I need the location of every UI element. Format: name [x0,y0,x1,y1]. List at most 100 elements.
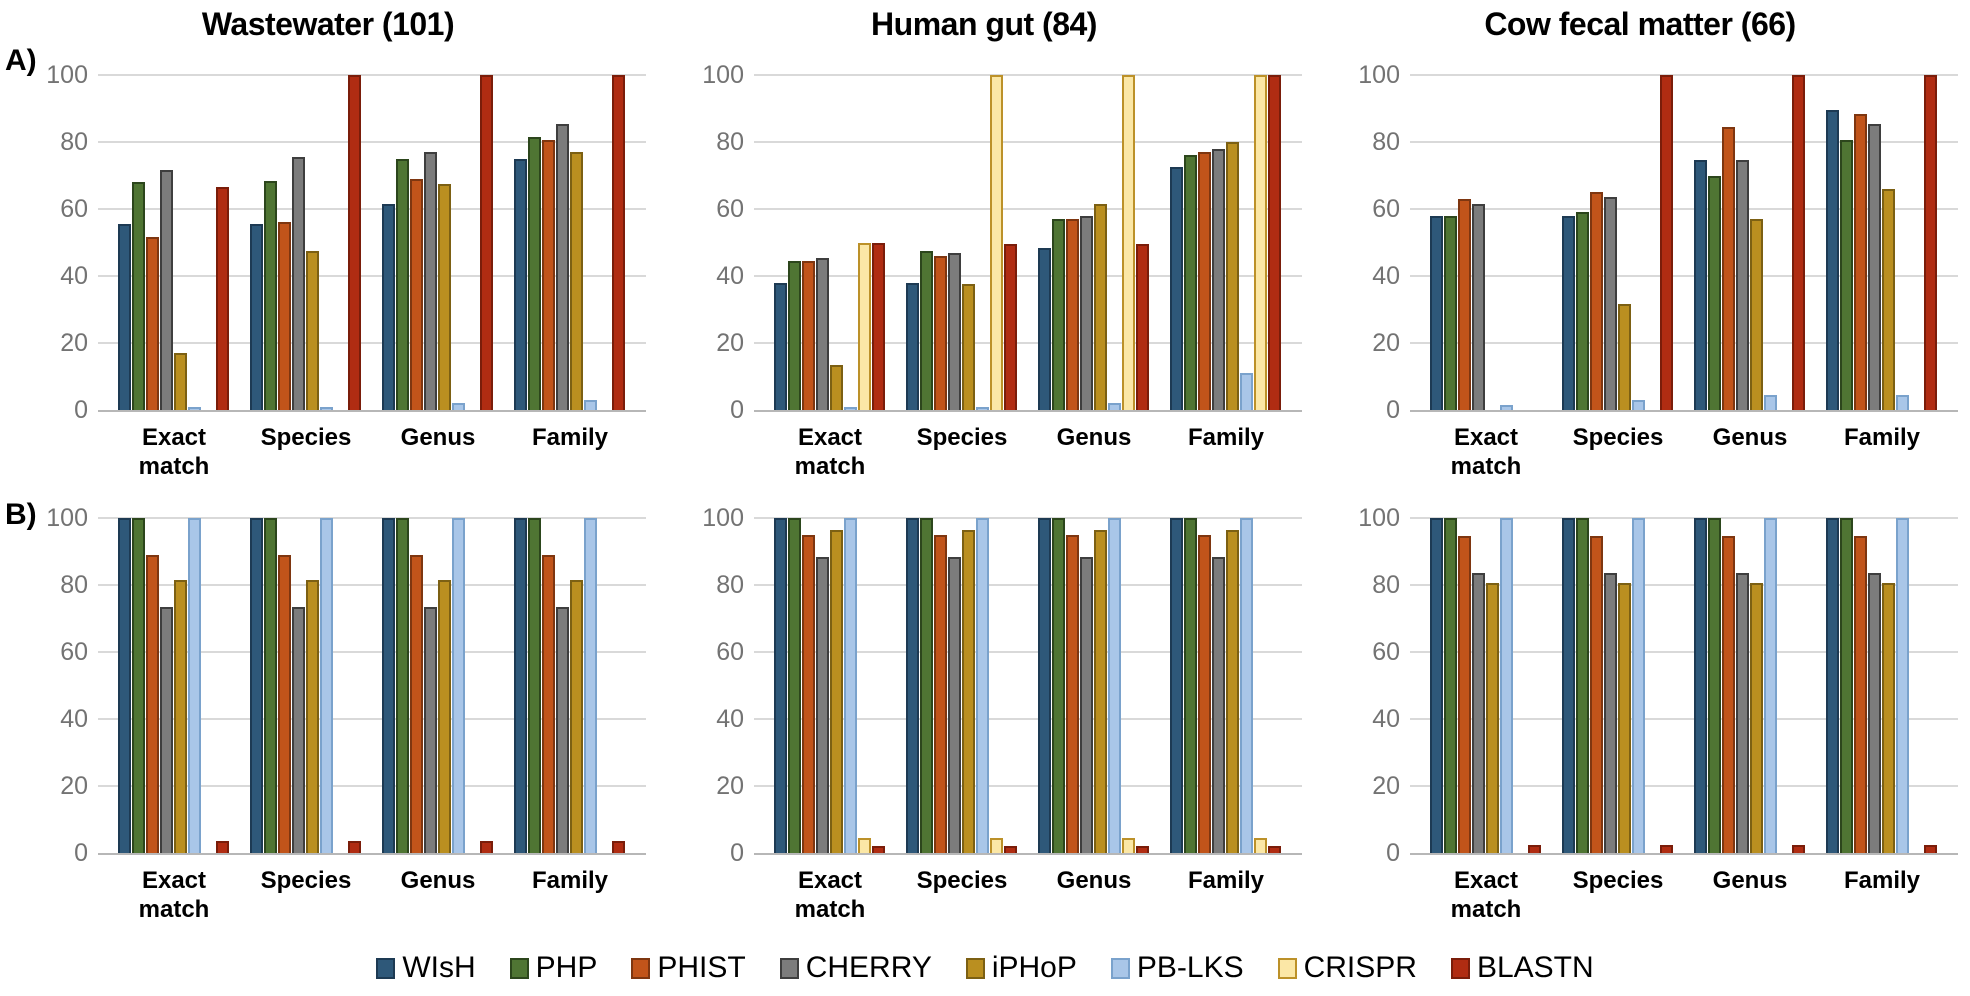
bar-wish [1562,215,1575,410]
bar-wish [382,203,395,410]
bar-blastn [1268,846,1281,853]
bar-iphop [174,579,187,853]
bar-blastn [348,75,361,410]
bar-wish [514,158,527,410]
bar-wish [1038,518,1051,853]
bar-pb-lks [188,406,201,410]
gridline-100 [754,74,1302,76]
bar-blastn [480,75,493,410]
bar-php [920,250,933,410]
bar-blastn [1004,244,1017,410]
bar-wish [906,518,919,853]
bar-phist [934,534,947,853]
x-axis-labels: Exact match Species Genus Family [754,867,1302,925]
bar-php [396,518,409,853]
group-species [906,75,1018,410]
gridline-80 [1410,584,1958,586]
group-exact-match [1430,518,1542,853]
bar-phist [1854,536,1867,853]
plot-area [1410,517,1958,855]
bar-wish [774,282,787,410]
bar-groups [1410,518,1958,853]
bar-cherry [556,606,569,853]
gridline-20 [98,342,646,344]
bar-phist [1458,198,1471,410]
group-exact-match [118,75,230,410]
bar-pb-lks [1108,518,1121,853]
bar-pb-lks [320,406,333,410]
group-species [1562,518,1674,853]
gridline-20 [1410,342,1958,344]
bar-phist [934,255,947,410]
gridline-20 [98,785,646,787]
gridline-20 [754,785,1302,787]
y-tick-20: 20 [716,329,744,357]
bar-phist [410,554,423,853]
bar-php [1708,518,1721,853]
bar-groups [1410,75,1958,410]
bar-iphop [306,250,319,410]
legend-item-pb-lks: PB-LKS [1110,951,1244,985]
bar-phist [1590,536,1603,853]
x-label-genus: Genus [1712,424,1788,451]
gridline-40 [1410,718,1958,720]
bar-php [920,518,933,853]
y-tick-80: 80 [60,571,88,599]
bar-cherry [816,556,829,853]
bar-cherry [160,170,173,410]
bar-php [1576,212,1589,410]
bar-cherry [424,152,437,410]
bar-blastn [1136,846,1149,853]
chart-title-human-gut: Human gut (84) [871,6,1097,42]
bar-crispr [858,837,871,853]
group-genus [1694,518,1806,853]
bar-wish [250,518,263,853]
bar-blastn [1268,75,1281,410]
group-species [906,518,1018,853]
y-tick-40: 40 [60,262,88,290]
bar-iphop [570,152,583,410]
bar-phist [1590,192,1603,410]
y-tick-20: 20 [1372,772,1400,800]
bar-php [264,180,277,410]
group-species [250,518,362,853]
bar-iphop [306,579,319,853]
bar-crispr [1254,75,1267,410]
chart-panel-human-gut-b: 0 20 40 60 80 100 Exact match Species Genus Famil… [656,490,1312,938]
x-label-species: Species [260,867,352,894]
bar-blastn [1924,844,1937,853]
bar-groups [98,518,646,853]
group-family [1170,75,1282,410]
y-tick-40: 40 [60,705,88,733]
plot-area [98,517,646,855]
legend-label-iphop: iPHoP [991,951,1077,984]
bar-phist [146,237,159,410]
gridline-100 [754,517,1302,519]
bar-wish [1170,167,1183,410]
gridline-100 [98,74,646,76]
bar-iphop [1882,583,1895,853]
bar-phist [278,554,291,853]
gridline-60 [754,208,1302,210]
bar-phist [1854,113,1867,410]
y-tick-80: 80 [1372,571,1400,599]
bar-blastn [872,242,885,410]
bar-cherry [1736,573,1749,853]
bar-blastn [612,75,625,410]
bar-pb-lks [452,403,465,410]
bar-wish [906,282,919,410]
bar-pb-lks [1764,394,1777,410]
legend-label-blastn: BLASTN [1476,951,1594,984]
x-label-exact-match: Exact match [1450,424,1522,480]
bar-blastn [1924,75,1937,410]
bar-wish [1826,110,1839,410]
bar-cherry [1604,197,1617,410]
legend-label-crispr: CRISPR [1303,951,1417,984]
y-tick-100: 100 [1358,61,1400,89]
y-tick-0: 0 [730,396,744,424]
bar-php [396,158,409,410]
bar-crispr [990,75,1003,410]
y-tick-100: 100 [46,504,88,532]
bar-pb-lks [1896,518,1909,853]
bar-wish [1170,518,1183,853]
